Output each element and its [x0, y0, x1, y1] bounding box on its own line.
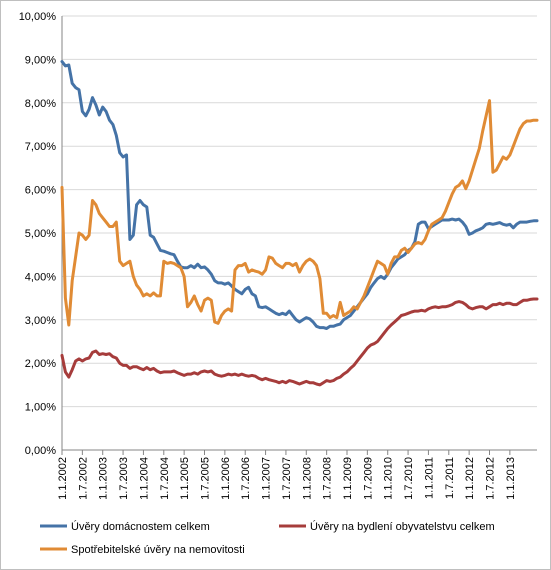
- legend-label: Úvěry domácnostem celkem: [71, 520, 210, 533]
- y-tick-label: 6,00%: [25, 185, 56, 197]
- x-tick-label: 1.7.2006: [240, 457, 252, 500]
- x-tick-label: 1.7.2012: [485, 457, 497, 500]
- x-tick-label: 1.1.2005: [179, 457, 191, 500]
- y-tick-label: 8,00%: [25, 98, 56, 110]
- x-tick-label: 1.1.2004: [138, 457, 150, 500]
- x-tick-label: 1.1.2003: [98, 457, 110, 500]
- y-tick-label: 0,00%: [25, 445, 56, 457]
- x-tick-label: 1.7.2011: [444, 457, 456, 499]
- x-tick-label: 1.7.2007: [281, 457, 293, 500]
- x-axis-tick-labels: 1.1.2002 1.7.2002 1.1.2003 1.7.2003 1.1.2004…: [57, 457, 517, 500]
- x-tick-label: 1.1.2010: [383, 457, 395, 500]
- y-tick-label: 1,00%: [25, 402, 56, 414]
- series-lines: [60, 60, 539, 387]
- x-tick-label: 1.7.2003: [118, 457, 130, 500]
- y-tick-label: 4,00%: [25, 271, 56, 283]
- x-tick-label: 1.7.2004: [159, 457, 171, 500]
- gridlines: [62, 15, 537, 408]
- x-tick-label: 1.1.2007: [261, 457, 273, 500]
- y-axis-tick-labels: 0,00% 1,00% 2,00% 3,00% 4,00% 5,00% 6,00% 7,00%…: [19, 11, 57, 457]
- x-tick-label: 1.1.2009: [342, 457, 354, 500]
- y-tick-label: 10,00%: [19, 11, 57, 23]
- y-tick-label: 9,00%: [25, 54, 56, 66]
- x-tick-label: 1.7.2010: [403, 457, 415, 500]
- x-tick-label: 1.1.2013: [505, 457, 517, 500]
- legend: Úvěry domácnostem celkem Úvěry na bydlení…: [40, 520, 495, 556]
- x-tick-label: 1.1.2011: [423, 457, 435, 499]
- x-tick-label: 1.1.2008: [301, 457, 313, 500]
- x-tick-label: 1.1.2006: [220, 457, 232, 500]
- series-line-1: [60, 60, 539, 330]
- x-tick-label: 1.7.2002: [77, 457, 89, 500]
- y-tick-label: 5,00%: [25, 228, 56, 240]
- x-tick-label: 1.7.2008: [322, 457, 334, 500]
- y-tick-label: 2,00%: [25, 358, 56, 370]
- series-line-2: [60, 297, 539, 387]
- x-tick-label: 1.7.2005: [200, 457, 212, 500]
- x-tick-label: 1.1.2002: [57, 457, 69, 500]
- y-tick-label: 7,00%: [25, 141, 56, 153]
- x-tick-label: 1.1.2012: [464, 457, 476, 500]
- x-tick-label: 1.7.2009: [362, 457, 374, 500]
- series-line-3: [60, 99, 539, 327]
- legend-label: Úvěry na bydlení obyvatelstvu celkem: [310, 520, 495, 533]
- y-tick-label: 3,00%: [25, 315, 56, 327]
- legend-label: Spotřebitelské úvěry na nemovitosti: [71, 544, 245, 556]
